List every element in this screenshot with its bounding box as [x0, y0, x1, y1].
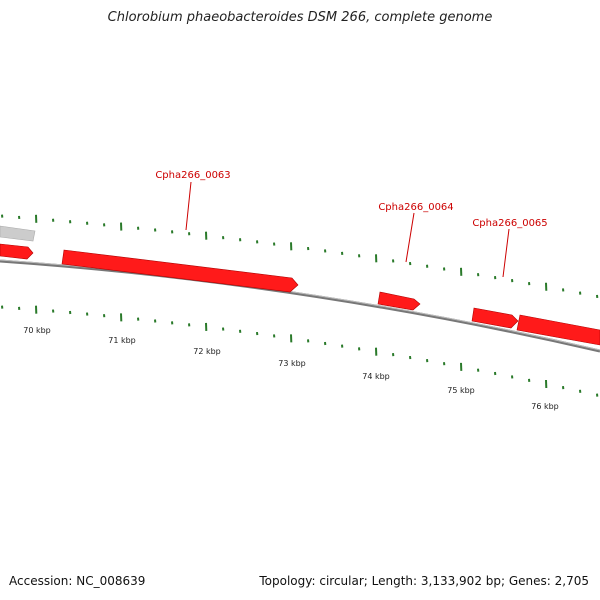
gene-label: Cpha266_0063	[155, 170, 230, 181]
lower-tick-ring	[1, 305, 599, 397]
tick-label: 70 kbp	[23, 326, 51, 335]
other-feature	[0, 225, 36, 242]
tick-label: 76 kbp	[531, 402, 559, 411]
tick-label: 75 kbp	[447, 386, 475, 395]
gene-label-leader	[185, 181, 192, 231]
tick-label: 72 kbp	[193, 347, 221, 356]
gene-label-leader	[502, 228, 510, 278]
map-title: Chlorobium phaeobacteroides DSM 266, com…	[107, 10, 493, 25]
genome-backbone-highlight	[0, 259, 600, 351]
tick-label: 74 kbp	[362, 372, 390, 381]
accession-label: Accession: NC_008639	[9, 574, 146, 588]
gene-label: Cpha266_0064	[378, 202, 453, 213]
gene-feature-right[interactable]	[516, 314, 600, 346]
gene-label: Cpha266_0065	[472, 218, 547, 229]
gene-label-leader	[405, 212, 415, 263]
gene-feature-cpha266-0064[interactable]	[377, 291, 421, 311]
tick-label: 71 kbp	[108, 336, 136, 345]
gene-feature-cpha266-0063[interactable]	[61, 249, 299, 293]
gene-feature-left	[0, 243, 34, 260]
genome-backbone	[0, 259, 600, 353]
gene-feature-cpha266-0065[interactable]	[471, 307, 519, 329]
tick-label: 73 kbp	[278, 359, 306, 368]
upper-tick-ring	[1, 214, 599, 299]
topology-summary: Topology: circular; Length: 3,133,902 bp…	[259, 574, 589, 588]
